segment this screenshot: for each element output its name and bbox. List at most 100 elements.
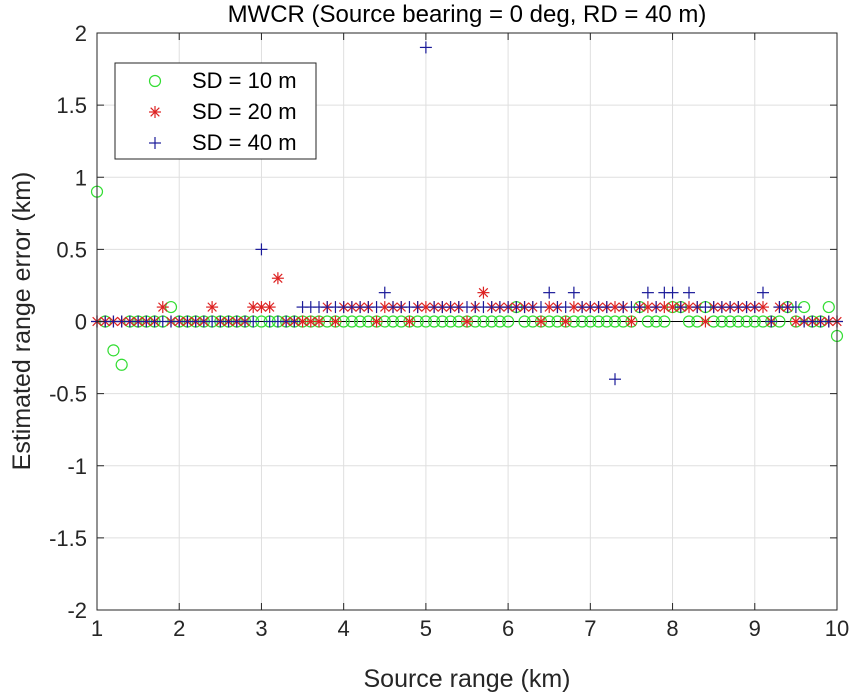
legend-markers [148,74,162,149]
series-3 [91,41,843,386]
data-point [641,286,654,299]
data-point [403,315,416,328]
data-point [625,315,638,328]
data-point [535,315,547,328]
data-point [641,315,654,328]
legend-entry-sd-10: SD = 10 m [192,68,297,93]
y-tick-label: -1.5 [49,526,87,551]
data-point [345,315,358,328]
x-tick-label: 4 [338,616,350,641]
data-point [576,315,589,328]
data-point [493,315,506,328]
data-point [592,315,605,328]
x-tick-label: 9 [749,616,761,641]
data-point [255,243,268,256]
data-point [461,315,473,328]
data-point [822,300,835,314]
data-point [757,286,769,299]
data-point [247,315,260,328]
data-point [666,286,679,299]
x-tick-label: 5 [420,616,432,641]
x-tick-label: 10 [825,616,849,641]
data-point [650,301,663,314]
x-tick-label: 1 [91,616,103,641]
data-point [600,315,613,328]
y-tick-label: 0.5 [56,237,87,262]
y-tick-label: 2 [75,21,87,46]
data-point [609,373,621,386]
data-point [559,315,572,328]
data-point [600,301,613,314]
y-tick-label: 1.5 [56,93,87,118]
data-point [313,315,325,328]
chart-title: MWCR (Source bearing = 0 deg, RD = 40 m) [228,1,707,28]
y-tick-label: -1 [67,454,87,479]
data-point [543,286,556,299]
data-point [715,315,728,328]
data-point [247,301,260,314]
data-point [444,315,457,328]
data-point [436,315,449,328]
data-point [370,315,383,328]
data-point [378,286,391,299]
data-point [107,344,120,357]
legend-marker [148,74,162,88]
data-point [724,315,737,328]
legend-entry-sd-40: SD = 40 m [192,130,297,155]
x-axis-label: Source range (km) [363,665,570,693]
y-tick-labels: -2 -1.5 -1 -0.5 0 0.5 1 1.5 2 [49,21,87,623]
data-point [206,301,219,314]
data-point [518,315,531,328]
data-point [115,358,128,371]
data-point [485,315,498,328]
data-point [608,315,622,328]
data-point [288,315,301,328]
data-point [641,301,654,314]
y-tick-label: -0.5 [49,382,87,407]
data-point [502,315,515,328]
legend: SD = 10 m SD = 20 m SD = 40 m [114,62,317,160]
y-tick-label: 1 [75,165,87,190]
data-point [419,41,432,54]
legend-marker [149,106,161,118]
data-point [419,315,432,328]
x-tick-label: 2 [173,616,185,641]
data-point [682,315,696,328]
data-point [535,301,547,314]
data-point [650,315,663,328]
data-point [477,286,490,299]
legend-box [114,62,317,160]
data-point [386,315,400,328]
data-point [732,315,745,328]
data-point [789,301,802,314]
data-point [271,272,284,285]
data-point [329,315,342,328]
data-point [411,301,424,314]
data-point [370,301,383,314]
data-point [748,315,761,328]
y-tick-label: -2 [67,598,87,623]
data-point [740,315,753,328]
data-point [674,301,687,314]
data-point [765,315,778,328]
y-tick-label: 0 [75,310,87,335]
data-point [559,301,572,314]
data-point [683,286,695,299]
data-markers [90,41,844,386]
data-point [263,301,276,314]
data-point [477,315,490,328]
data-point [354,315,367,328]
x-tick-label: 6 [502,616,514,641]
data-point [748,301,761,314]
x-tick-label: 3 [255,616,267,641]
data-point [584,315,597,328]
data-point [428,315,441,328]
legend-marker [149,137,161,149]
data-point [658,315,671,328]
legend-entry-sd-20: SD = 20 m [192,99,297,124]
x-tick-label: 8 [666,616,678,641]
axis-ticks [96,32,838,611]
x-tick-label: 7 [584,616,596,641]
x-tick-labels: 1 2 3 4 5 6 7 8 9 10 [91,616,849,641]
